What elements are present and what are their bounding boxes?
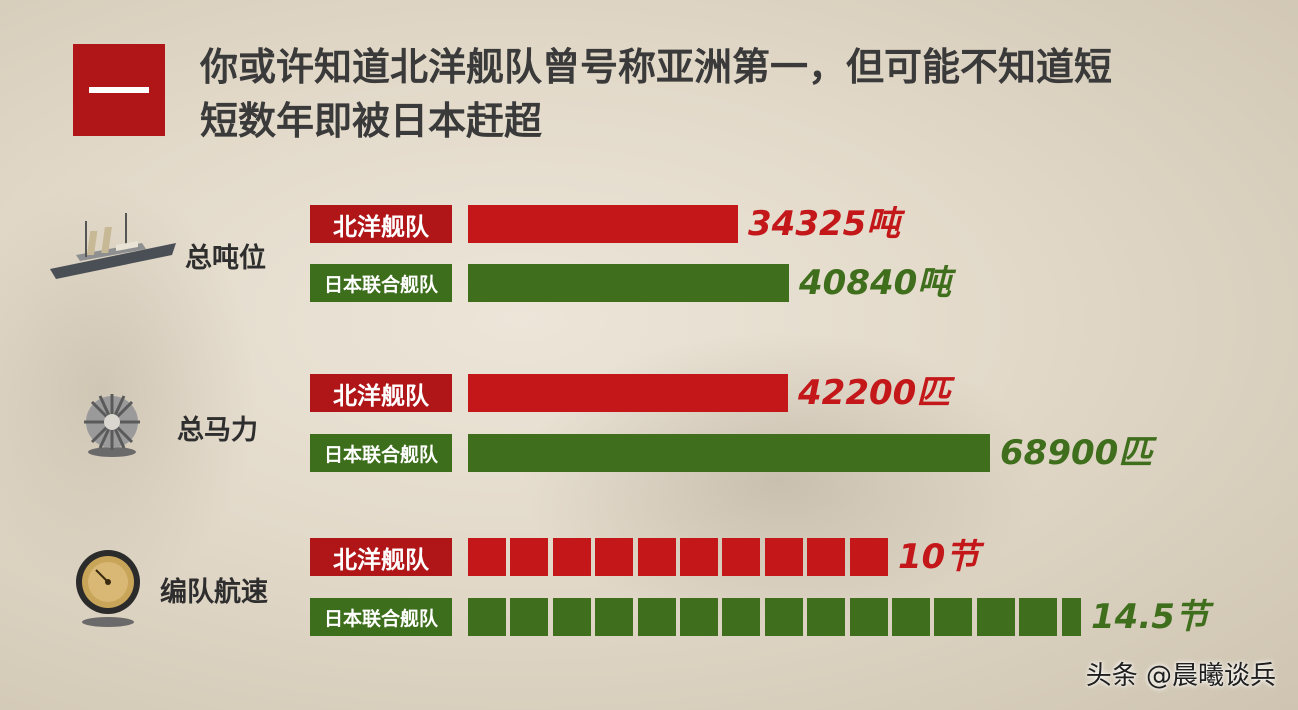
series-label-japan: 日本联合舰队: [310, 434, 452, 472]
speed-block: [638, 538, 676, 576]
value-label-speed-japan: 14.5节: [1091, 597, 1209, 637]
speed-block: [765, 538, 803, 576]
speed-block: [680, 538, 718, 576]
category-label-horsepower: 总马力: [177, 415, 258, 446]
value-label-speed-beiyang: 10节: [898, 537, 980, 577]
bar-tonnage-japan: [468, 264, 789, 302]
speed-block: [595, 598, 633, 636]
series-label-beiyang: 北洋舰队: [310, 205, 452, 243]
turbine-icon: [84, 394, 140, 457]
watermark: 头条 @晨曦谈兵: [1085, 661, 1276, 691]
gauge-icon: [76, 550, 140, 627]
speed-block: [638, 598, 676, 636]
warship-icon: [50, 213, 176, 279]
speed-block: [722, 538, 760, 576]
speed-block: [977, 598, 1015, 636]
bar-tonnage-beiyang: [468, 205, 738, 243]
speed-block: [553, 538, 591, 576]
category-label-speed: 编队航速: [160, 577, 268, 608]
value-label-horsepower-japan: 68900匹: [1000, 433, 1153, 473]
speed-block: [934, 598, 972, 636]
page-title: 你或许知道北洋舰队曾号称亚洲第一，但可能不知道短 短数年即被日本赶超: [200, 40, 1240, 148]
speed-block: [510, 538, 548, 576]
title-line-1: 你或许知道北洋舰队曾号称亚洲第一，但可能不知道短: [200, 45, 1113, 89]
speed-block: [892, 598, 930, 636]
category-label-tonnage: 总吨位: [185, 243, 266, 274]
series-label-beiyang: 北洋舰队: [310, 374, 452, 412]
speed-block: [850, 598, 888, 636]
speed-block: [765, 598, 803, 636]
value-label-horsepower-beiyang: 42200匹: [798, 373, 951, 413]
speed-block: [553, 598, 591, 636]
speed-block: [510, 598, 548, 636]
speed-block-partial: [1062, 598, 1081, 636]
speed-block: [468, 538, 506, 576]
bar-horsepower-japan: [468, 434, 990, 472]
title-line-2: 短数年即被日本赶超: [200, 99, 543, 143]
speed-block: [680, 598, 718, 636]
value-label-tonnage-beiyang: 34325吨: [748, 204, 901, 244]
series-label-japan: 日本联合舰队: [310, 598, 452, 636]
speed-block: [807, 598, 845, 636]
section-number-badge: 一: [73, 44, 165, 136]
segmented-bar-speed-beiyang: [468, 538, 888, 576]
series-label-beiyang: 北洋舰队: [310, 538, 452, 576]
speed-block: [850, 538, 888, 576]
segmented-bar-speed-japan: [468, 598, 1081, 636]
speed-block: [722, 598, 760, 636]
speed-block: [468, 598, 506, 636]
bar-horsepower-beiyang: [468, 374, 788, 412]
speed-block: [595, 538, 633, 576]
speed-block: [1019, 598, 1057, 636]
value-label-tonnage-japan: 40840吨: [799, 263, 952, 303]
series-label-japan: 日本联合舰队: [310, 264, 452, 302]
speed-block: [807, 538, 845, 576]
